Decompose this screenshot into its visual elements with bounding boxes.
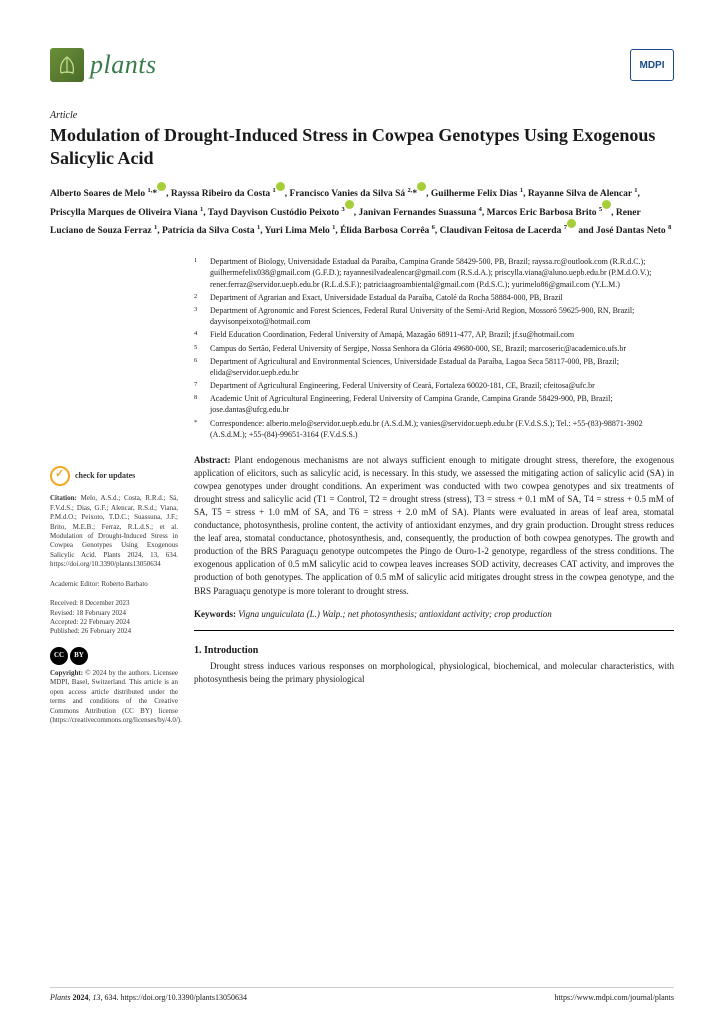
affiliation-text: Correspondence: alberto.melo@servidor.ue… <box>210 418 674 440</box>
sidebar-metadata: check for updates Citation: Melo, A.S.d.… <box>50 256 178 725</box>
affiliation-number: * <box>194 418 202 440</box>
footer-right: https://www.mdpi.com/journal/plants <box>555 993 674 1002</box>
date-revised: Revised: 18 February 2024 <box>50 609 178 618</box>
affiliation-row: 5 Campus do Sertão, Federal University of… <box>194 343 674 354</box>
affiliation-number: 3 <box>194 305 202 327</box>
affiliation-number: 1 <box>194 256 202 290</box>
copyright-text: © 2024 by the authors. Licensee MDPI, Ba… <box>50 669 182 724</box>
check-updates-label: check for updates <box>75 472 135 481</box>
keywords-block: Keywords: Vigna unguiculata (L.) Walp.; … <box>194 608 674 621</box>
keywords-label: Keywords: <box>194 609 236 619</box>
affiliation-text: Field Education Coordination, Federal Un… <box>210 329 674 340</box>
affiliation-number: 4 <box>194 329 202 340</box>
editor-block: Academic Editor: Roberto Barbato <box>50 580 178 589</box>
dates-block: Received: 8 December 2023 Revised: 18 Fe… <box>50 599 178 637</box>
intro-heading: 1. Introduction <box>194 645 674 656</box>
affiliation-number: 6 <box>194 356 202 378</box>
affiliations-list: 1Department of Biology, Universidade Est… <box>194 256 674 440</box>
affiliation-row: 1Department of Biology, Universidade Est… <box>194 256 674 290</box>
copyright-label: Copyright: <box>50 669 83 677</box>
orcid-icon <box>345 200 354 209</box>
section-divider <box>194 630 674 631</box>
author-list: Alberto Soares de Melo 1,*, Rayssa Ribei… <box>50 183 674 238</box>
by-icon: BY <box>70 647 88 665</box>
intro-paragraph: Drought stress induces various responses… <box>194 660 674 686</box>
citation-label: Citation: <box>50 494 77 502</box>
date-published: Published: 26 February 2024 <box>50 627 178 636</box>
affiliation-text: Department of Agricultural Engineering, … <box>210 380 674 391</box>
copyright-block: Copyright: © 2024 by the authors. Licens… <box>50 669 178 726</box>
affiliation-text: Academic Unit of Agricultural Engineerin… <box>210 393 674 415</box>
cc-icon: CC <box>50 647 68 665</box>
check-updates-badge[interactable]: check for updates <box>50 466 178 486</box>
article-type: Article <box>50 110 674 121</box>
editor-label: Academic Editor: <box>50 580 100 588</box>
affiliation-row: 3 Department of Agronomic and Forest Scie… <box>194 305 674 327</box>
affiliation-row: 4 Field Education Coordination, Federal U… <box>194 329 674 340</box>
date-accepted: Accepted: 22 February 2024 <box>50 618 178 627</box>
orcid-icon <box>602 200 611 209</box>
footer-left: Plants 2024, 13, 634. https://doi.org/10… <box>50 993 247 1002</box>
citation-block: Citation: Melo, A.S.d.; Costa, R.R.d.; S… <box>50 494 178 570</box>
keywords-text: Vigna unguiculata (L.) Walp.; net photos… <box>238 609 552 619</box>
orcid-icon <box>417 182 426 191</box>
abstract-block: Abstract: Plant endogenous mechanisms ar… <box>194 454 674 598</box>
affiliation-row: * Correspondence: alberto.melo@servidor.u… <box>194 418 674 440</box>
affiliation-text: Campus do Sertão, Federal University of … <box>210 343 674 354</box>
article-title: Modulation of Drought-Induced Stress in … <box>50 124 674 169</box>
page-header: plants MDPI <box>50 48 674 82</box>
affiliation-number: 8 <box>194 393 202 415</box>
publisher-badge: MDPI <box>630 49 674 81</box>
date-received: Received: 8 December 2023 <box>50 599 178 608</box>
journal-name: plants <box>90 50 157 80</box>
editor-name: Roberto Barbato <box>101 580 147 588</box>
citation-text: Melo, A.S.d.; Costa, R.R.d.; Sá, F.V.d.S… <box>50 494 178 568</box>
main-content: 1Department of Biology, Universidade Est… <box>194 256 674 725</box>
orcid-icon <box>567 219 576 228</box>
affiliation-text: Department of Agrarian and Exact, Univer… <box>210 292 674 303</box>
leaf-icon <box>50 48 84 82</box>
affiliation-text: Department of Agronomic and Forest Scien… <box>210 305 674 327</box>
journal-logo: plants <box>50 48 157 82</box>
abstract-text: Plant endogenous mechanisms are not alwa… <box>194 455 674 595</box>
affiliation-number: 5 <box>194 343 202 354</box>
affiliation-row: 2 Department of Agrarian and Exact, Unive… <box>194 292 674 303</box>
affiliation-number: 7 <box>194 380 202 391</box>
page-footer: Plants 2024, 13, 634. https://doi.org/10… <box>50 987 674 1002</box>
affiliation-text: Department of Agricultural and Environme… <box>210 356 674 378</box>
affiliation-number: 2 <box>194 292 202 303</box>
affiliation-row: 6 Department of Agricultural and Environm… <box>194 356 674 378</box>
abstract-label: Abstract: <box>194 455 231 465</box>
orcid-icon <box>157 182 166 191</box>
affiliation-row: 8 Academic Unit of Agricultural Engineeri… <box>194 393 674 415</box>
affiliation-text: Department of Biology, Universidade Esta… <box>210 256 674 290</box>
check-icon <box>50 466 70 486</box>
affiliation-row: 7 Department of Agricultural Engineering,… <box>194 380 674 391</box>
orcid-icon <box>276 182 285 191</box>
cc-license-badges: CC BY <box>50 647 178 665</box>
